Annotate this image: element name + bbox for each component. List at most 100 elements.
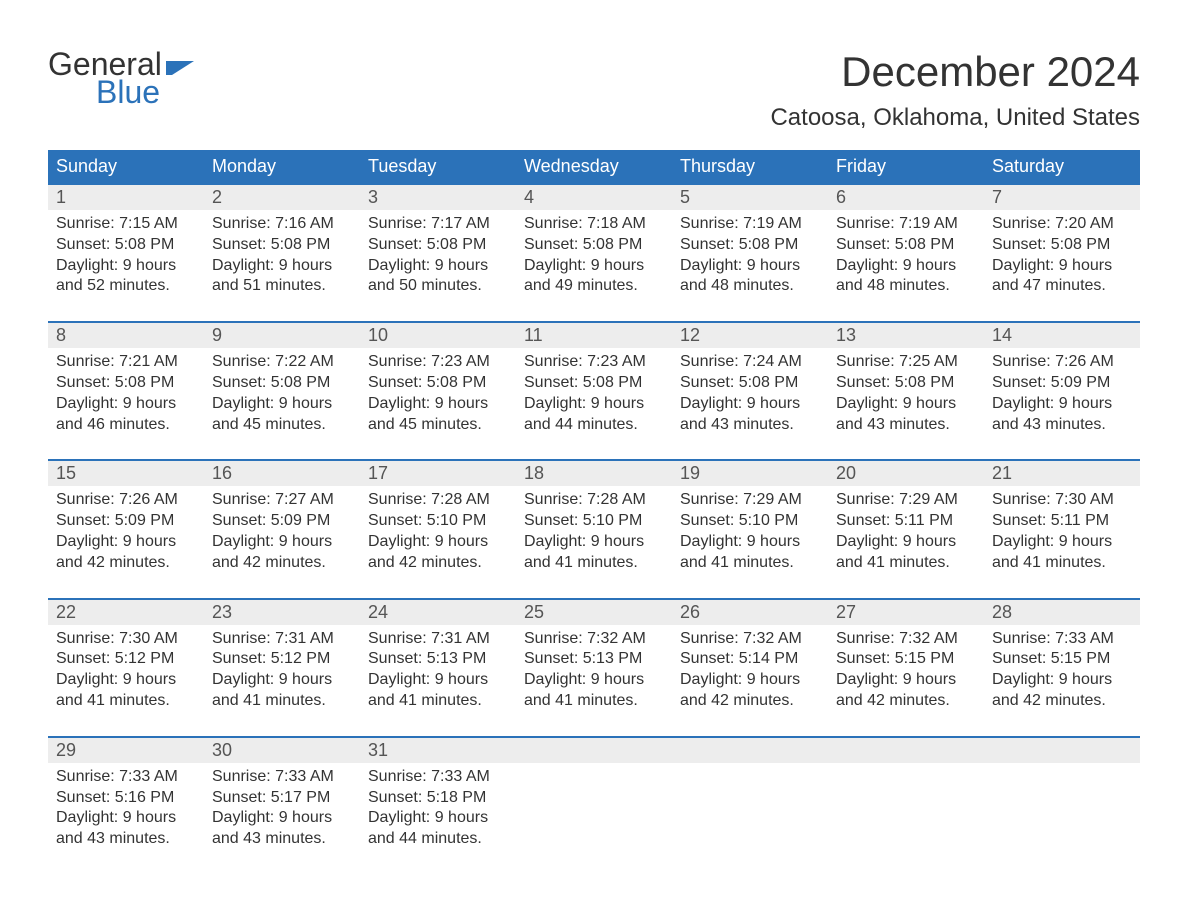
date-cell: 9	[204, 323, 360, 348]
date-cell: 1	[48, 185, 204, 210]
date-cell	[984, 738, 1140, 763]
dl2-text: and 42 minutes.	[368, 553, 508, 574]
info-cell: Sunrise: 7:33 AMSunset: 5:18 PMDaylight:…	[360, 763, 516, 850]
date-cell	[516, 738, 672, 763]
date-cell: 7	[984, 185, 1140, 210]
date-cell: 23	[204, 600, 360, 625]
date-cell: 19	[672, 461, 828, 486]
dl1-text: Daylight: 9 hours	[212, 670, 352, 691]
sunrise-text: Sunrise: 7:17 AM	[368, 214, 508, 235]
info-cell: Sunrise: 7:31 AMSunset: 5:13 PMDaylight:…	[360, 625, 516, 712]
date-cell: 4	[516, 185, 672, 210]
info-cell	[516, 763, 672, 850]
dl2-text: and 43 minutes.	[992, 415, 1132, 436]
day-header: Thursday	[672, 150, 828, 183]
date-cell: 16	[204, 461, 360, 486]
day-header: Friday	[828, 150, 984, 183]
dl1-text: Daylight: 9 hours	[680, 670, 820, 691]
day-header: Saturday	[984, 150, 1140, 183]
day-header: Monday	[204, 150, 360, 183]
date-cell: 27	[828, 600, 984, 625]
dl2-text: and 41 minutes.	[524, 691, 664, 712]
date-cell: 17	[360, 461, 516, 486]
dl2-text: and 41 minutes.	[680, 553, 820, 574]
date-cell: 12	[672, 323, 828, 348]
sunrise-text: Sunrise: 7:28 AM	[524, 490, 664, 511]
dl2-text: and 41 minutes.	[524, 553, 664, 574]
week-row: 891011121314Sunrise: 7:21 AMSunset: 5:08…	[48, 321, 1140, 435]
date-cell: 20	[828, 461, 984, 486]
dl1-text: Daylight: 9 hours	[212, 532, 352, 553]
sunset-text: Sunset: 5:11 PM	[836, 511, 976, 532]
dl1-text: Daylight: 9 hours	[212, 394, 352, 415]
sunrise-text: Sunrise: 7:29 AM	[680, 490, 820, 511]
date-cell: 28	[984, 600, 1140, 625]
sunset-text: Sunset: 5:08 PM	[524, 235, 664, 256]
date-cell: 3	[360, 185, 516, 210]
dl1-text: Daylight: 9 hours	[56, 808, 196, 829]
dl2-text: and 44 minutes.	[368, 829, 508, 850]
date-cell: 25	[516, 600, 672, 625]
sunset-text: Sunset: 5:08 PM	[56, 373, 196, 394]
dl1-text: Daylight: 9 hours	[992, 532, 1132, 553]
date-cell: 24	[360, 600, 516, 625]
date-cell: 31	[360, 738, 516, 763]
info-cell: Sunrise: 7:33 AMSunset: 5:15 PMDaylight:…	[984, 625, 1140, 712]
dl2-text: and 41 minutes.	[212, 691, 352, 712]
sunset-text: Sunset: 5:18 PM	[368, 788, 508, 809]
sunset-text: Sunset: 5:14 PM	[680, 649, 820, 670]
dl2-text: and 49 minutes.	[524, 276, 664, 297]
date-cell: 29	[48, 738, 204, 763]
dl2-text: and 41 minutes.	[992, 553, 1132, 574]
info-cell: Sunrise: 7:29 AMSunset: 5:10 PMDaylight:…	[672, 486, 828, 573]
sunrise-text: Sunrise: 7:32 AM	[524, 629, 664, 650]
sunrise-text: Sunrise: 7:26 AM	[992, 352, 1132, 373]
dl2-text: and 50 minutes.	[368, 276, 508, 297]
info-cell: Sunrise: 7:22 AMSunset: 5:08 PMDaylight:…	[204, 348, 360, 435]
dl1-text: Daylight: 9 hours	[992, 670, 1132, 691]
sunrise-text: Sunrise: 7:25 AM	[836, 352, 976, 373]
dl2-text: and 42 minutes.	[992, 691, 1132, 712]
dl2-text: and 42 minutes.	[836, 691, 976, 712]
dl2-text: and 42 minutes.	[56, 553, 196, 574]
date-cell: 22	[48, 600, 204, 625]
title-block: December 2024 Catoosa, Oklahoma, United …	[770, 48, 1140, 132]
info-cell: Sunrise: 7:31 AMSunset: 5:12 PMDaylight:…	[204, 625, 360, 712]
sunrise-text: Sunrise: 7:30 AM	[992, 490, 1132, 511]
dl1-text: Daylight: 9 hours	[368, 394, 508, 415]
info-cell: Sunrise: 7:23 AMSunset: 5:08 PMDaylight:…	[516, 348, 672, 435]
date-row: 1234567	[48, 185, 1140, 210]
sunrise-text: Sunrise: 7:22 AM	[212, 352, 352, 373]
dl1-text: Daylight: 9 hours	[680, 256, 820, 277]
sunrise-text: Sunrise: 7:15 AM	[56, 214, 196, 235]
logo-text-blue: Blue	[96, 76, 194, 108]
date-cell	[672, 738, 828, 763]
sunset-text: Sunset: 5:15 PM	[836, 649, 976, 670]
dl1-text: Daylight: 9 hours	[56, 256, 196, 277]
sunset-text: Sunset: 5:12 PM	[56, 649, 196, 670]
sunset-text: Sunset: 5:08 PM	[212, 235, 352, 256]
info-cell: Sunrise: 7:26 AMSunset: 5:09 PMDaylight:…	[48, 486, 204, 573]
sunset-text: Sunset: 5:17 PM	[212, 788, 352, 809]
dl2-text: and 42 minutes.	[680, 691, 820, 712]
sunrise-text: Sunrise: 7:27 AM	[212, 490, 352, 511]
dl2-text: and 48 minutes.	[680, 276, 820, 297]
sunrise-text: Sunrise: 7:18 AM	[524, 214, 664, 235]
date-cell: 2	[204, 185, 360, 210]
dl2-text: and 46 minutes.	[56, 415, 196, 436]
sunrise-text: Sunrise: 7:26 AM	[56, 490, 196, 511]
week-row: 15161718192021Sunrise: 7:26 AMSunset: 5:…	[48, 459, 1140, 573]
sunset-text: Sunset: 5:08 PM	[212, 373, 352, 394]
date-cell: 8	[48, 323, 204, 348]
sunrise-text: Sunrise: 7:23 AM	[368, 352, 508, 373]
date-row: 15161718192021	[48, 461, 1140, 486]
date-row: 22232425262728	[48, 600, 1140, 625]
dl2-text: and 41 minutes.	[368, 691, 508, 712]
dl1-text: Daylight: 9 hours	[992, 256, 1132, 277]
info-cell: Sunrise: 7:21 AMSunset: 5:08 PMDaylight:…	[48, 348, 204, 435]
sunrise-text: Sunrise: 7:32 AM	[680, 629, 820, 650]
info-cell: Sunrise: 7:29 AMSunset: 5:11 PMDaylight:…	[828, 486, 984, 573]
info-cell: Sunrise: 7:23 AMSunset: 5:08 PMDaylight:…	[360, 348, 516, 435]
dl2-text: and 43 minutes.	[56, 829, 196, 850]
week-row: 293031Sunrise: 7:33 AMSunset: 5:16 PMDay…	[48, 736, 1140, 850]
